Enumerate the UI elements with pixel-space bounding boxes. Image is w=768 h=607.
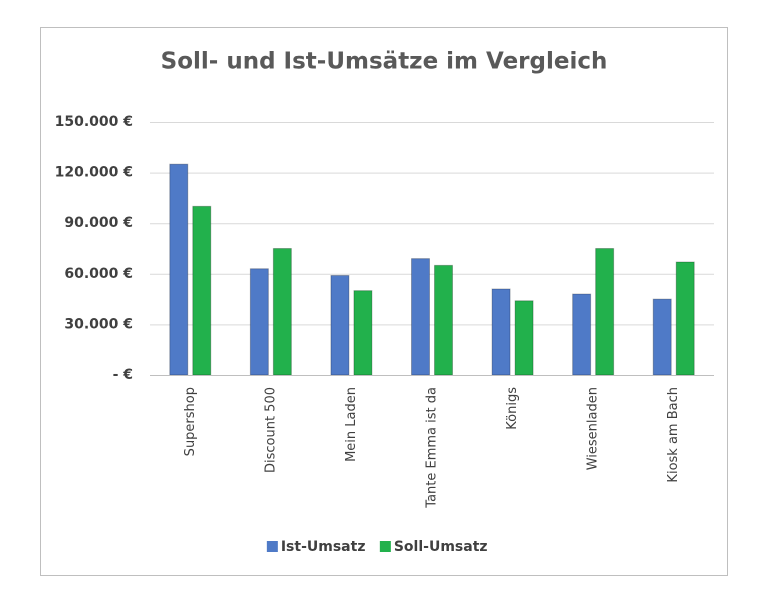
legend-swatch <box>266 541 278 552</box>
x-tick-label: Discount 500 <box>263 387 278 473</box>
bar <box>169 163 189 376</box>
legend-label: Ist-Umsatz <box>281 539 366 555</box>
bar <box>434 264 453 376</box>
legend-swatch <box>379 541 391 552</box>
x-tick-label: Königs <box>505 387 520 430</box>
chart-frame <box>40 27 728 576</box>
x-tick-label: Wiesenladen <box>586 387 601 470</box>
bar <box>595 248 615 376</box>
x-tick-label: Kiosk am Bach <box>666 387 681 483</box>
y-tick-label: 90.000 € <box>64 215 133 231</box>
bar <box>491 288 511 376</box>
x-tick-label: Tante Emma ist da <box>425 387 440 509</box>
legend-label: Soll-Umsatz <box>394 539 488 555</box>
y-tick-label: 120.000 € <box>55 165 133 181</box>
bar <box>353 290 373 376</box>
x-tick-label: Mein Laden <box>344 387 359 462</box>
bar <box>675 261 695 376</box>
bar <box>249 268 269 376</box>
y-tick-label: 60.000 € <box>64 266 133 282</box>
bar <box>192 205 212 376</box>
x-tick-label: Supershop <box>183 387 198 456</box>
bar <box>652 298 672 376</box>
y-tick-label: 30.000 € <box>64 316 133 332</box>
y-tick-label: 150.000 € <box>55 114 133 130</box>
bar <box>330 274 350 376</box>
bar <box>572 293 592 376</box>
chart-title: Soll- und Ist-Umsätze im Vergleich <box>161 49 608 75</box>
bar <box>272 248 292 376</box>
bar <box>514 300 534 376</box>
bar <box>411 258 430 376</box>
y-tick-label: - € <box>113 367 133 383</box>
